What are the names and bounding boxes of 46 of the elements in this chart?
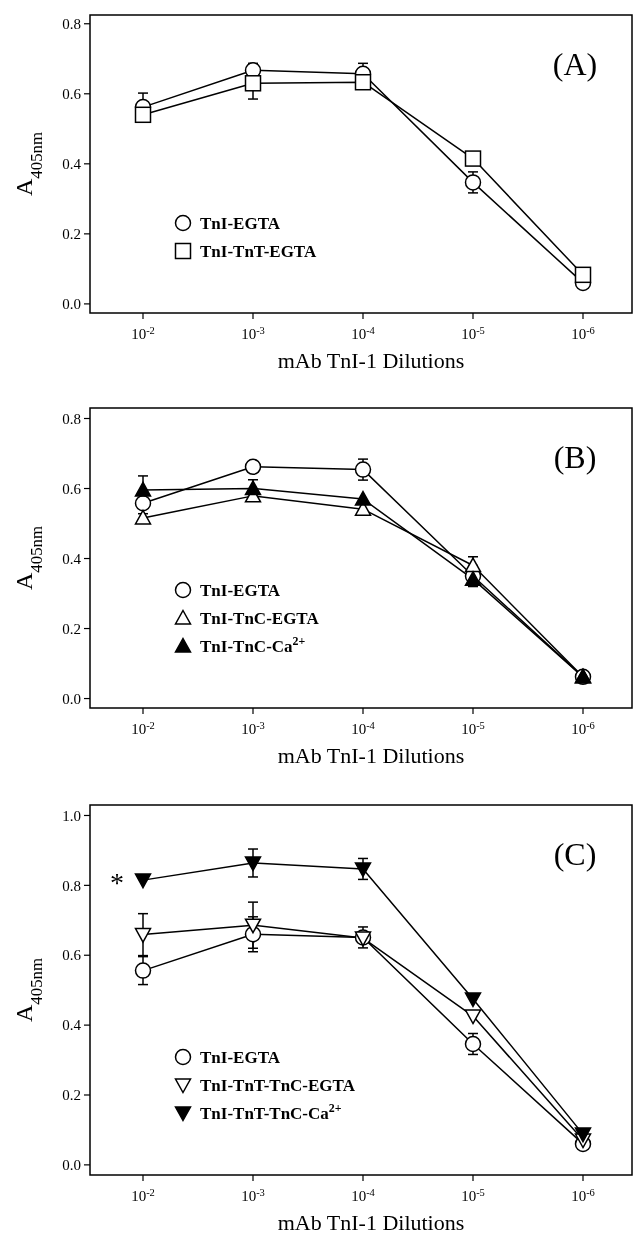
legend-label: TnI-TnT-EGTA <box>200 241 317 261</box>
y-tick-label: 0.4 <box>62 1017 82 1034</box>
y-tick-label: 0.8 <box>62 877 81 894</box>
y-tick-label: 0.8 <box>62 410 81 427</box>
legend-label: TnI-EGTA <box>200 580 281 600</box>
y-tick-label: 0.0 <box>62 296 81 313</box>
annotation: * <box>110 867 124 899</box>
x-tick-label: 10$^{-5}$ <box>461 1186 485 1204</box>
y-tick-label: 0.2 <box>62 226 81 243</box>
x-axis-title: mAb TnI-1 Dilutions <box>277 348 465 373</box>
y-tick-label: 0.4 <box>62 550 82 567</box>
y-tick-label: 1.0 <box>62 807 81 824</box>
legend-label: TnI-TnC-Ca$^{2+}$ <box>200 633 306 656</box>
y-tick-label: 0.6 <box>62 947 82 964</box>
y-tick-label: 0.4 <box>62 156 82 173</box>
legend-label: TnI-EGTA <box>200 213 281 233</box>
y-tick-label: 0.2 <box>62 1087 81 1104</box>
y-tick-label: 0.6 <box>62 86 82 103</box>
x-tick-label: 10$^{-6}$ <box>571 719 595 737</box>
legend-label: TnI-EGTA <box>200 1047 281 1067</box>
y-tick-label: 0.6 <box>62 480 82 497</box>
y-tick-label: 0.2 <box>62 620 81 637</box>
x-tick-label: 10$^{-2}$ <box>131 1186 155 1204</box>
x-tick-label: 10$^{-5}$ <box>461 324 485 342</box>
x-axis-title: mAb TnI-1 Dilutions <box>277 1210 465 1235</box>
y-tick-label: 0.0 <box>62 690 81 707</box>
x-tick-label: 10$^{-6}$ <box>571 1186 595 1204</box>
text: (C) <box>553 836 597 872</box>
x-tick-label: 10$^{-6}$ <box>571 324 595 342</box>
x-tick-label: 10$^{-3}$ <box>241 324 265 342</box>
x-tick-label: 10$^{-4}$ <box>351 1186 376 1204</box>
legend-label: TnI-TnC-EGTA <box>200 608 320 628</box>
x-tick-label: 10$^{-2}$ <box>131 719 155 737</box>
x-tick-label: 10$^{-5}$ <box>461 719 485 737</box>
legend-label: TnI-TnT-TnC-EGTA <box>200 1075 356 1095</box>
x-tick-label: 10$^{-4}$ <box>351 324 376 342</box>
y-tick-label: 0.0 <box>62 1157 81 1174</box>
x-axis-title: mAb TnI-1 Dilutions <box>277 743 465 768</box>
text: (A) <box>552 46 598 82</box>
x-tick-label: 10$^{-3}$ <box>241 719 265 737</box>
text: (B) <box>553 439 597 475</box>
x-tick-label: 10$^{-3}$ <box>241 1186 265 1204</box>
y-tick-label: 0.8 <box>62 16 81 32</box>
x-tick-label: 10$^{-4}$ <box>351 719 376 737</box>
x-tick-label: 10$^{-2}$ <box>131 324 155 342</box>
legend-label: TnI-TnT-TnC-Ca$^{2+}$ <box>200 1100 342 1123</box>
